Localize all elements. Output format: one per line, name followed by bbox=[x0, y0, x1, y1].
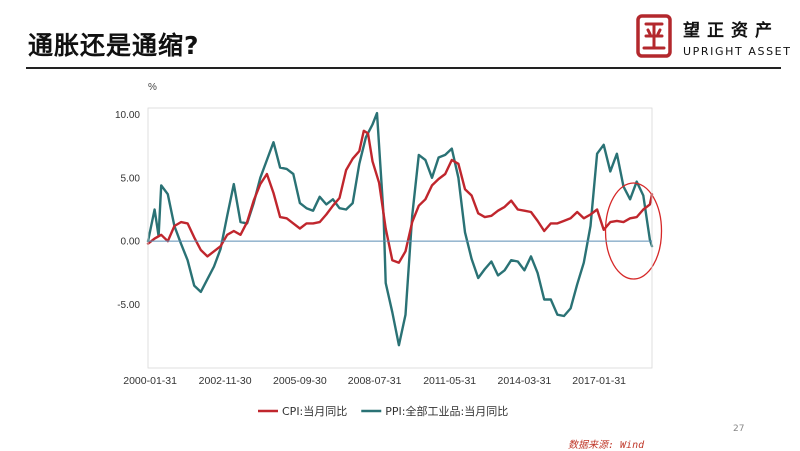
logo-seal bbox=[636, 14, 672, 58]
page-number: 27 bbox=[733, 424, 745, 434]
title-divider bbox=[26, 67, 781, 69]
x-tick-label: 2017-01-31 bbox=[572, 375, 626, 387]
legend-label-ppi: PPI:全部工业品:当月同比 bbox=[385, 404, 508, 418]
y-tick-label: 10.00 bbox=[115, 110, 140, 121]
y-tick-label: 5.00 bbox=[121, 173, 141, 184]
y-tick-label: 0.00 bbox=[121, 237, 141, 248]
x-tick-label: 2011-05-31 bbox=[423, 375, 476, 387]
plot-area bbox=[146, 111, 663, 347]
x-tick-label: 2008-07-31 bbox=[348, 375, 402, 387]
logo-seal-glyph bbox=[642, 22, 666, 50]
data-source: 数据来源: Wind bbox=[568, 440, 645, 451]
y-tick-label: -5.00 bbox=[117, 300, 140, 311]
y-axis-unit: % bbox=[148, 82, 157, 93]
ppi-series-line bbox=[146, 111, 654, 347]
highlight-circle bbox=[604, 182, 663, 280]
legend: CPI:当月同比 PPI:全部工业品:当月同比 bbox=[258, 404, 508, 418]
x-tick-label: 2014-03-31 bbox=[498, 375, 552, 387]
x-tick-label: 2000-01-31 bbox=[123, 375, 177, 387]
cpi-series-line bbox=[146, 129, 654, 264]
x-tick-label: 2005-09-30 bbox=[273, 375, 327, 387]
logo-seal-frame bbox=[636, 14, 672, 58]
logo-name-cn: 望正资产 bbox=[683, 21, 779, 41]
x-tick-label: 2002-11-30 bbox=[199, 375, 252, 387]
legend-label-cpi: CPI:当月同比 bbox=[282, 404, 347, 418]
plot-frame bbox=[147, 107, 653, 369]
axes: % 10.00 5.00 0.00 -5.00 2000-01-31 2002-11-30 2… bbox=[115, 82, 653, 387]
page-title: 通胀还是通缩? bbox=[28, 31, 200, 60]
logo-name-en: UPRIGHT ASSET bbox=[683, 45, 792, 58]
